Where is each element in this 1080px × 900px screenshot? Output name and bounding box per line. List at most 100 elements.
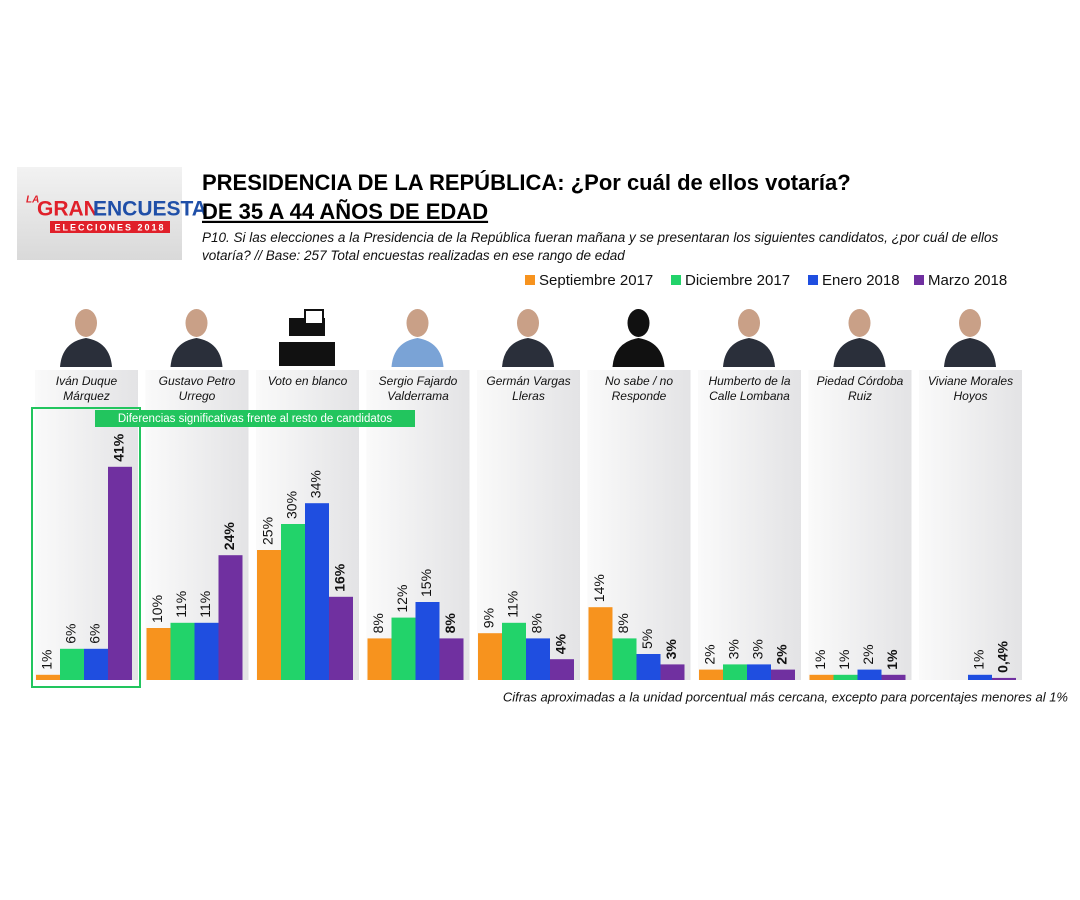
bar [194,622,219,680]
category-box: Voto en blanco [268,374,348,388]
bar [415,602,440,680]
value-label: 9% [481,608,497,628]
photo [406,309,429,337]
bar [809,674,834,680]
bar [612,638,637,680]
value-label: 8% [529,613,545,633]
photo [723,338,775,367]
bar [881,674,906,680]
highlight-box [31,407,141,688]
value-label: 6% [63,624,79,644]
bar [84,648,108,680]
value-label: 11% [197,591,213,618]
bar [478,633,502,680]
bar [329,596,353,680]
bar [218,555,243,680]
value-label: 1% [836,650,852,670]
value-label: 11% [505,591,521,618]
legend-swatch [525,275,535,285]
value-label: 3% [750,639,766,659]
category-box: Germán Vargas Lleras [486,374,571,403]
photo [60,338,112,367]
photo [75,309,97,337]
bar [36,674,60,680]
category-label: Sergio Fajardo Valderrama [378,374,458,403]
bar [747,664,771,680]
value-label: 16% [332,563,348,592]
category-label: Iván Duque Márquez [55,374,118,403]
value-label: 24% [221,522,237,551]
value-label: 10% [149,595,165,623]
value-label: 1% [971,650,987,670]
category-box: Iván Duque Márquez [55,374,118,403]
bar [660,664,685,680]
legend-label: Septiembre 2017 [539,272,653,289]
value-label: 5% [639,629,655,649]
logo-band-text: ELECCIONES 2018 [54,222,165,232]
category-label: Humberto de la Calle Lombana [708,374,791,403]
bar [146,628,171,680]
value-label: 41% [111,433,127,462]
photo [185,309,208,337]
category-box: Viviane Morales Hoyos [928,374,1013,403]
bar [588,607,613,680]
value-label: 3% [726,639,742,659]
legend-label: Marzo 2018 [928,272,1007,289]
bar [60,648,84,680]
value-label: 0,4% [995,640,1011,672]
photo [170,338,223,367]
category-box: Sergio Fajardo Valderrama [378,374,458,403]
value-label: 2% [860,644,876,664]
bar [526,638,550,680]
bar [699,669,723,680]
photo [612,338,665,367]
bar [771,669,795,680]
icon [279,342,335,366]
logo-bg [17,167,182,260]
panel [919,370,1022,680]
bar [636,654,661,680]
bar [170,622,195,680]
question-box: P10. Si las elecciones a la Presidencia … [202,230,999,263]
value-label: 1% [884,649,900,670]
panel [698,370,801,680]
legend-swatch [808,275,818,285]
photo [627,309,650,337]
category-label: Piedad Córdoba Ruiz [816,374,904,403]
value-label: 34% [308,470,324,498]
bar [968,674,992,680]
legend-label: Enero 2018 [822,272,900,289]
chart-title: PRESIDENCIA DE LA REPÚBLICA: ¿Por cuál d… [202,170,851,195]
bar [257,550,281,680]
bar [367,638,392,680]
bar [833,674,858,680]
logo: LA GRAN ENCUESTA ELECCIONES 2018 [17,167,207,260]
value-label: 1% [812,650,828,670]
value-label: 2% [774,644,790,665]
logo-word: ENCUESTA [93,198,207,221]
bar [992,677,1016,680]
category-box: No sabe / no Responde [605,374,673,403]
category-label: Gustavo Petro Urrego [158,374,236,403]
value-label: 3% [663,639,679,660]
question: P10. Si las elecciones a la Presidencia … [202,230,999,263]
photo [833,338,886,367]
photo [517,309,539,337]
bar [439,638,464,680]
legend-swatch [671,275,681,285]
value-label: 2% [702,644,718,664]
legend-swatch [914,275,924,285]
value-label: 4% [553,633,569,654]
photo [944,338,996,367]
value-label: 14% [591,574,607,602]
photo [738,309,760,337]
value-label: 25% [260,517,276,545]
bar [550,659,574,680]
legend-label: Diciembre 2017 [685,272,790,289]
category-label: Germán Vargas Lleras [486,374,571,403]
category-box: Humberto de la Calle Lombana [708,374,791,403]
annotation-bg [95,410,415,427]
value-label: 6% [87,624,103,644]
bar [502,622,526,680]
